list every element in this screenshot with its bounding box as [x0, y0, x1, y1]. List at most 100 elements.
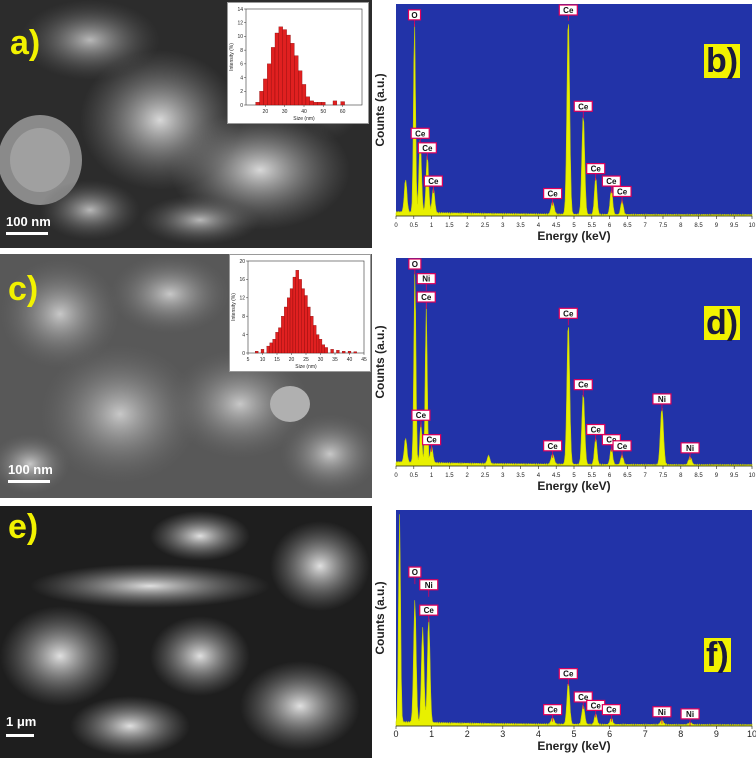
peak-label: Ce: [419, 604, 439, 623]
histogram-bar: [313, 102, 318, 106]
x-tick-label: 10: [749, 473, 756, 479]
y-tick-label: 8: [240, 48, 243, 54]
peak-label: O: [408, 258, 422, 275]
y-tick-label: 2: [240, 89, 243, 95]
x-tick-label: 15: [274, 357, 280, 363]
y-axis-label: Counts (a.u.): [374, 325, 387, 398]
y-tick-label: 16: [239, 277, 245, 283]
sem-image-c: c) 100 nm 5 10 15 20 25 30 35 40 45 0 4 8 12 16 20 Size…: [0, 254, 372, 498]
x-tick-label: 4: [536, 729, 541, 739]
panel-label-d: d): [704, 304, 741, 342]
eds-spectrum-f: 0 1 2 3 4 5 6 7 8 9 10 Energy (keV) Counts (a.u.) O Ni…: [374, 506, 756, 758]
x-tick-label: 6.5: [623, 473, 632, 479]
histogram-bar: [342, 351, 346, 354]
x-tick-label: 10: [749, 223, 756, 229]
svg-text:Ce: Ce: [606, 706, 617, 715]
y-axis-label: Counts (a.u.): [374, 73, 387, 146]
y-tick-label: 10: [237, 34, 243, 40]
peak-label: Ce: [601, 175, 621, 194]
x-tick-label: 4: [537, 473, 541, 479]
x-tick-label: 60: [340, 109, 346, 115]
scale-bar-c: [8, 480, 50, 483]
x-tick-label: 7: [643, 729, 648, 739]
x-tick-label: 0.5: [410, 473, 419, 479]
svg-text:Ce: Ce: [426, 436, 437, 445]
svg-text:Ni: Ni: [425, 581, 433, 590]
histogram-bar: [255, 351, 259, 354]
x-tick-label: 1: [429, 729, 434, 739]
x-tick-label: 0.5: [410, 223, 419, 229]
peak-label: Ce: [573, 100, 593, 119]
svg-text:O: O: [412, 260, 418, 269]
x-tick-label: 20: [289, 357, 295, 363]
x-tick-label: 10: [747, 729, 756, 739]
histogram-bar: [292, 276, 297, 354]
peak-label: Ce: [543, 440, 563, 458]
peak-label: Ni: [652, 706, 672, 724]
scale-label-e: 1 μm: [6, 714, 37, 729]
x-tick-label: 0: [394, 473, 398, 479]
svg-text:Ce: Ce: [416, 411, 427, 420]
svg-text:O: O: [412, 568, 418, 577]
x-tick-label: 20: [263, 109, 269, 115]
peak-label: Ni: [419, 579, 439, 597]
x-axis-label: Energy (keV): [537, 229, 610, 243]
peak-label: Ce: [423, 175, 443, 194]
svg-text:Ce: Ce: [548, 442, 559, 451]
svg-text:Ni: Ni: [686, 444, 694, 453]
peak-label: Ce: [416, 291, 436, 310]
svg-text:Ce: Ce: [591, 701, 602, 710]
svg-text:Ce: Ce: [424, 606, 435, 615]
peak-label: Ce: [543, 187, 563, 206]
peak-label: Ce: [558, 668, 578, 686]
x-tick-label: 50: [321, 109, 327, 115]
peak-label: Ce: [411, 409, 431, 428]
x-tick-label: 6: [608, 473, 612, 479]
peak-label: Ce: [558, 4, 578, 21]
svg-text:Ce: Ce: [606, 177, 617, 186]
peak-label: Ce: [543, 704, 563, 722]
histogram-bar: [281, 316, 285, 354]
plot-area: [396, 258, 752, 466]
histogram-bar: [321, 102, 326, 106]
histogram-bar: [287, 297, 291, 354]
histogram-bar: [259, 91, 264, 106]
panel-label-c: c): [8, 270, 39, 308]
svg-text:Ce: Ce: [591, 165, 602, 174]
x-tick-label: 40: [301, 109, 307, 115]
histogram-bar: [275, 332, 279, 354]
peak-label: Ni: [416, 273, 436, 291]
histogram-bar: [270, 47, 276, 106]
histogram-bar: [305, 96, 310, 106]
eds-spectrum-b: 0 0.5 1 1.5 2 2.5 3 3.5 4 4.5 5 5.5 6 6.5 7 7.5 8 8.5 9 9.5…: [374, 0, 756, 248]
x-tick-label: 5: [572, 223, 576, 229]
svg-text:Ce: Ce: [617, 442, 628, 451]
x-tick-label: 9.5: [730, 223, 739, 229]
svg-text:Ni: Ni: [658, 708, 666, 717]
histogram-bar: [284, 306, 288, 354]
svg-text:Ce: Ce: [422, 144, 433, 153]
svg-text:Ce: Ce: [606, 436, 617, 445]
peak-label: Ce: [573, 691, 593, 709]
svg-text:Ce: Ce: [548, 706, 559, 715]
y-tick-label: 20: [239, 259, 245, 265]
x-tick-label: 1: [430, 473, 434, 479]
x-tick-label: 1: [430, 223, 434, 229]
y-axis-label: Intensity (%): [229, 43, 235, 71]
histogram-a-svg: 20 30 40 50 60 0 2 4 6 8 10 12 14 Size (nm) Intensity …: [229, 7, 363, 122]
x-tick-label: 45: [361, 357, 367, 363]
svg-text:Ce: Ce: [578, 693, 589, 702]
histogram-bar: [282, 29, 287, 106]
histogram-bar: [278, 327, 282, 354]
y-tick-label: 4: [242, 332, 245, 338]
histogram-bar: [289, 288, 294, 354]
histogram-bar: [309, 100, 314, 106]
x-tick-label: 30: [282, 109, 288, 115]
panel-label-f: f): [704, 636, 731, 674]
x-tick-label: 8.5: [694, 223, 703, 229]
peak-label: Ce: [601, 434, 621, 452]
x-tick-label: 5.5: [588, 473, 597, 479]
y-tick-label: 0: [242, 351, 245, 357]
histogram-bar: [274, 32, 280, 106]
